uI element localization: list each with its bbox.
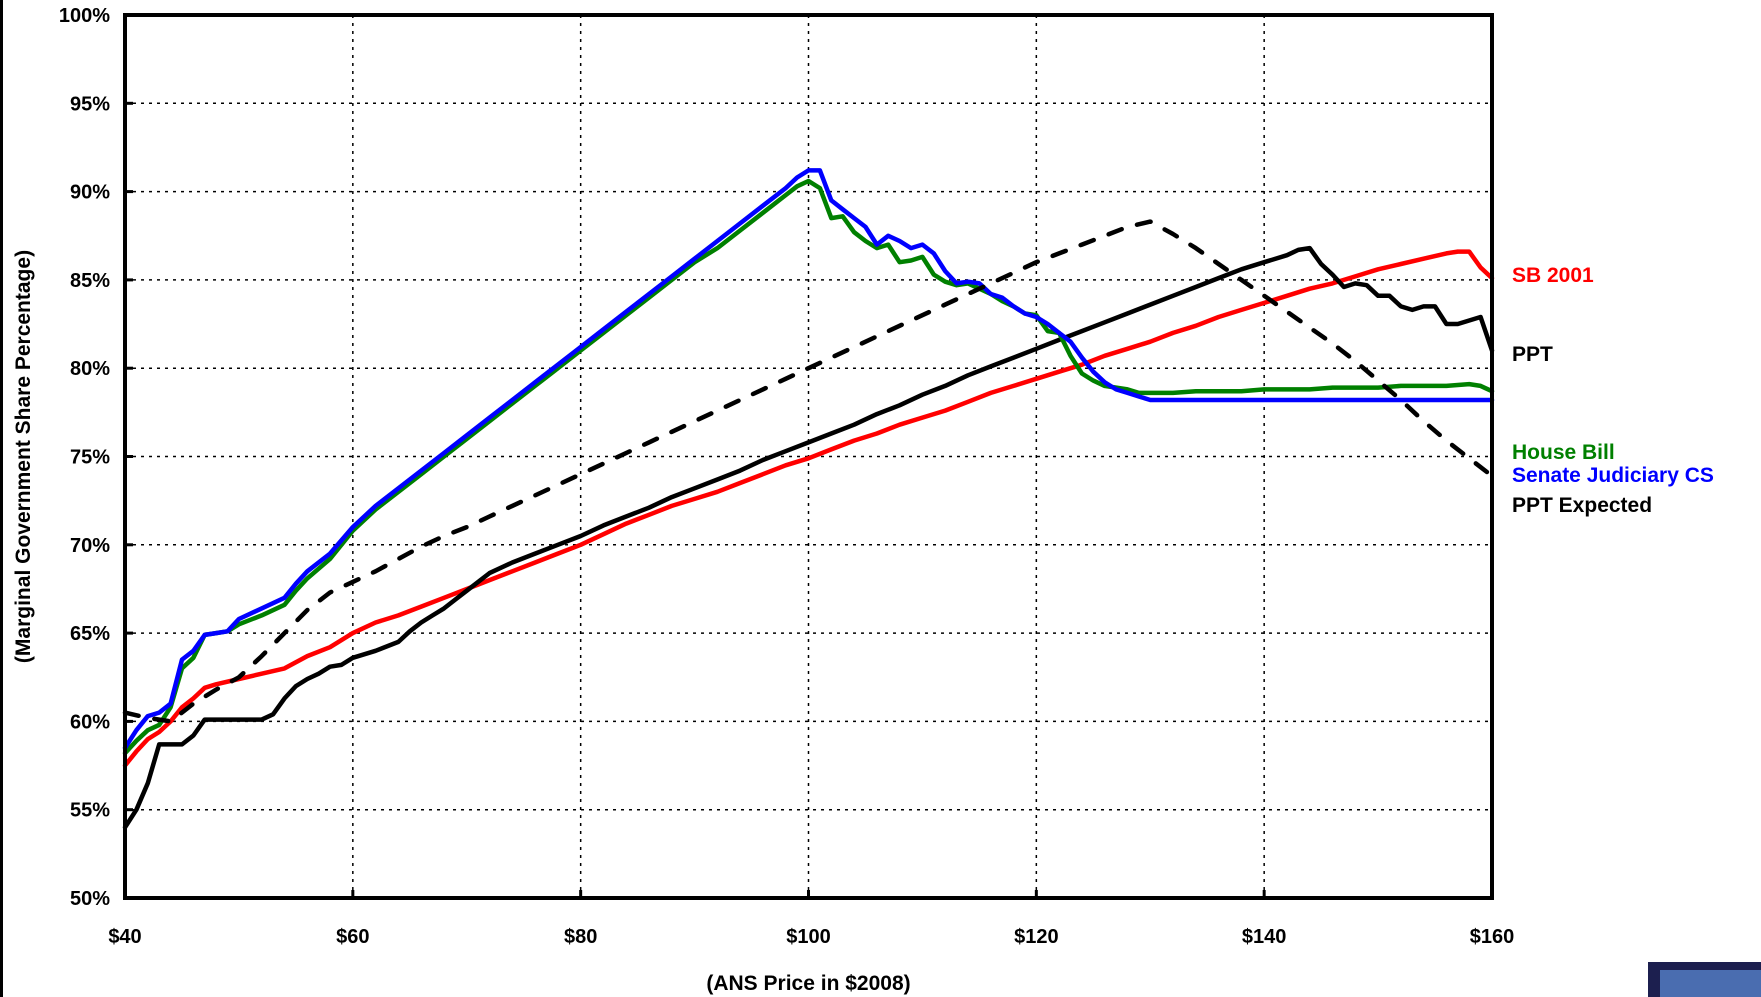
y-tick-label: 50% — [70, 888, 110, 910]
x-tick-label: $40 — [108, 926, 141, 948]
series-line-sb-2001 — [122, 249, 1495, 768]
x-tick-label: $100 — [786, 926, 831, 948]
series-line-ppt-expected — [122, 219, 1495, 724]
legend-label: SB 2001 — [1512, 264, 1594, 287]
y-tick-label: 60% — [70, 711, 110, 733]
y-tick-label: 65% — [70, 623, 110, 645]
legend-label: PPT Expected — [1512, 494, 1652, 517]
x-tick-label: $60 — [336, 926, 369, 948]
x-tick-label: $80 — [564, 926, 597, 948]
x-axis-ticks: $40 $60 $80 $100 $120 $140 $160 — [108, 890, 1514, 948]
legend-label: Senate Judiciary CS — [1512, 464, 1714, 487]
left-edge-bar — [0, 0, 3, 997]
legend-label: House Bill — [1512, 441, 1615, 464]
series-line-senate-judiciary-cs — [122, 168, 1495, 751]
y-tick-label: 70% — [70, 535, 110, 557]
corner-decoration — [1648, 962, 1761, 997]
y-tick-label: 100% — [59, 5, 110, 27]
legend-label: PPT — [1512, 343, 1553, 366]
series-group — [122, 168, 1495, 830]
x-tick-label: $140 — [1242, 926, 1287, 948]
y-axis-title: (Marginal Government Share Percentage) — [12, 250, 35, 663]
y-tick-label: 80% — [70, 358, 110, 380]
y-tick-label: 55% — [70, 800, 110, 822]
y-tick-label: 75% — [70, 447, 110, 469]
x-tick-label: $160 — [1470, 926, 1515, 948]
y-tick-label: 95% — [70, 93, 110, 115]
series-line-ppt — [122, 245, 1495, 830]
y-axis-ticks: 50% 55% 60% 65% 70% 75% 80% 85% 90% 95% 100% — [59, 5, 133, 910]
y-tick-label: 90% — [70, 182, 110, 204]
y-tick-label: 85% — [70, 270, 110, 292]
x-axis-title: (ANS Price in $2008) — [706, 972, 910, 995]
corner-decoration-inner — [1660, 970, 1761, 997]
series-line-house-bill — [122, 178, 1495, 756]
x-tick-label: $120 — [1014, 926, 1059, 948]
